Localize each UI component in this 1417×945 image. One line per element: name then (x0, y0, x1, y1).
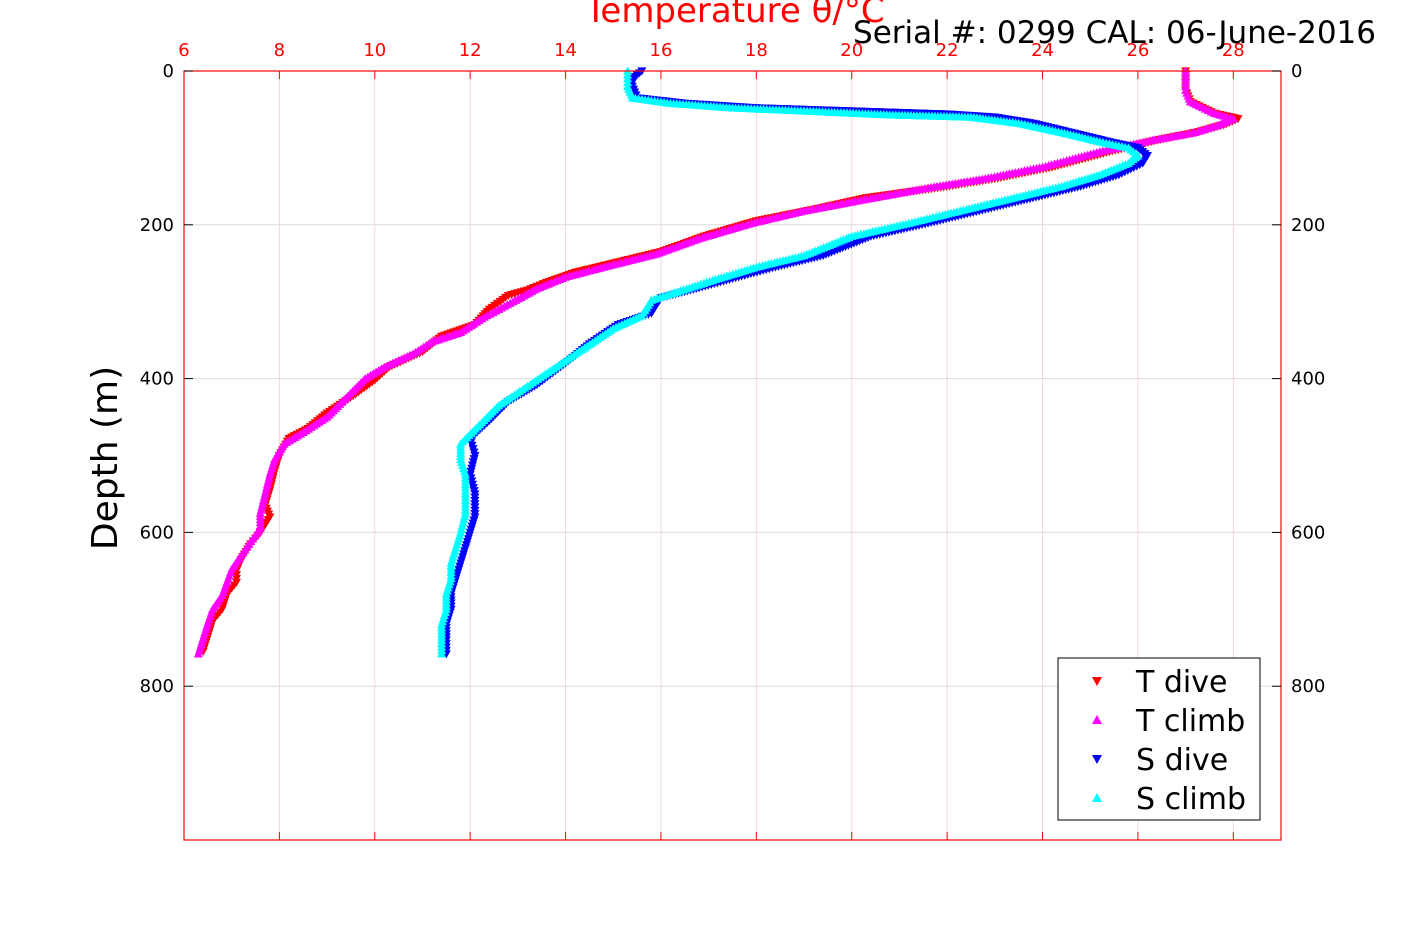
legend-label: T climb (1135, 704, 1245, 739)
y-axis-label: Depth (m) (85, 366, 126, 550)
legend-marker (1092, 715, 1102, 724)
x-tick-label: 10 (363, 40, 386, 61)
y-tick-label-right: 200 (1291, 215, 1325, 236)
legend-label: S climb (1136, 782, 1246, 817)
series-s-climb (437, 66, 1143, 658)
x-tick-label: 16 (650, 40, 673, 61)
legend-marker (1092, 755, 1102, 764)
legend-marker (1092, 793, 1102, 802)
y-tick-label-right: 600 (1291, 522, 1325, 543)
x-tick-label: 24 (1031, 40, 1054, 61)
y-tick-label-left: 400 (140, 369, 174, 390)
legend-marker (1092, 677, 1102, 686)
x-tick-label: 20 (840, 40, 863, 61)
data-markers (193, 66, 1243, 659)
plot-frame (183, 70, 1282, 841)
legend: T dive T climb S dive S climb (1057, 657, 1261, 821)
x-tick-label: 18 (745, 40, 768, 61)
x-tick-label: 12 (459, 40, 482, 61)
x-tick-label: 8 (274, 40, 285, 61)
y-tick-label-left: 800 (140, 676, 174, 697)
y-tick-label-left: 200 (140, 215, 174, 236)
y-tick-label-right: 800 (1291, 676, 1325, 697)
x-tick-label: 6 (178, 40, 189, 61)
data-point (437, 649, 447, 658)
y-tick-label-right: 0 (1291, 61, 1302, 82)
y-tick-label-left: 0 (163, 61, 174, 82)
x-tick-label: 26 (1126, 40, 1149, 61)
series-t-climb (193, 66, 1238, 658)
legend-label: T dive (1135, 665, 1227, 700)
legend-box (1057, 657, 1261, 821)
x-tick-label: 14 (554, 40, 577, 61)
y-tick-label-right: 400 (1291, 369, 1325, 390)
serial-cal-label: Serial #: 0299 CAL: 06-June-2016 (853, 15, 1376, 51)
chart-title: Temperature θ/°C (584, 0, 884, 31)
x-tick-label: 28 (1222, 40, 1245, 61)
data-point (193, 649, 203, 658)
legend-label: S dive (1136, 743, 1228, 778)
x-tick-label: 22 (936, 40, 959, 61)
y-tick-label-left: 600 (140, 522, 174, 543)
series-s-dive (441, 67, 1152, 659)
ticks: 6 8 10 12 14 16 18 20 22 24 26 28 0 0 200 200 400 400 600 6… (140, 40, 1325, 840)
